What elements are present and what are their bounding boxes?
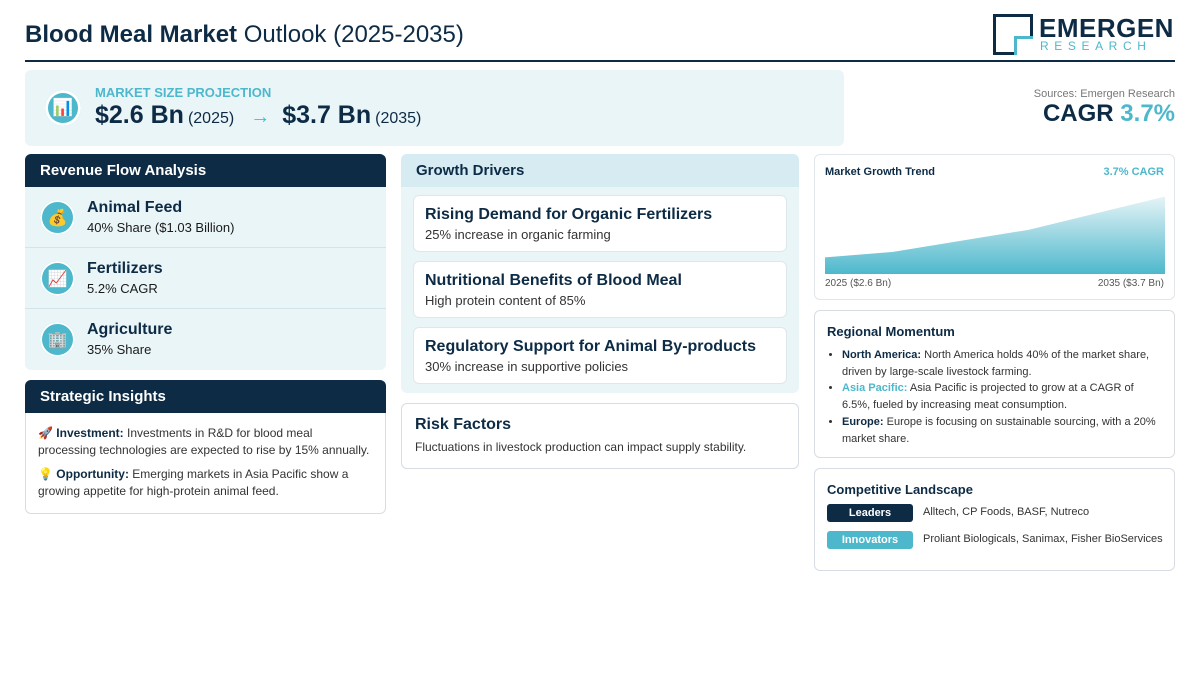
risk-factors-desc: Fluctuations in livestock production can… xyxy=(415,440,747,454)
sources-text: Sources: Emergen Research xyxy=(1033,88,1175,100)
cagr-label: CAGR xyxy=(1042,100,1114,127)
region-text: Europe is focusing on sustainable sourci… xyxy=(842,415,1156,445)
leaders-badge: Leaders xyxy=(827,504,913,522)
end-value: $3.7 Bn xyxy=(282,101,372,129)
trend-title: Market Growth Trend xyxy=(825,166,936,178)
region-name: Asia Pacific: xyxy=(842,382,908,395)
revenue-item: 💰 Animal Feed 40% Share ($1.03 Billion) xyxy=(25,187,386,248)
insight-label: Investment: xyxy=(56,426,124,440)
risk-factors-title: Risk Factors xyxy=(415,416,512,433)
cagr-summary: CAGR 3.7% xyxy=(1043,100,1175,128)
insight-text: Emerging markets in Asia Pacific show a … xyxy=(38,467,349,498)
region-item: Asia Pacific: Asia Pacific is projected … xyxy=(842,380,1164,413)
region-item: Europe: Europe is focusing on sustainabl… xyxy=(842,414,1164,447)
competitor-names: Alltech, CP Foods, BASF, Nutreco xyxy=(923,506,1090,518)
competitive-landscape-panel: Competitive Landscape Leaders Alltech, C… xyxy=(814,468,1175,571)
driver-desc: 25% increase in organic farming xyxy=(425,227,611,242)
revenue-flow-title: Revenue Flow Analysis xyxy=(25,154,386,187)
bar-chart-icon: 📊 xyxy=(45,90,81,126)
arrow-right-icon: → xyxy=(250,106,271,128)
start-year: (2025) xyxy=(187,110,235,127)
strategic-insights-title: Strategic Insights xyxy=(25,380,386,413)
projection-label: MARKET SIZE PROJECTION xyxy=(95,85,272,100)
region-item: North America: North America holds 40% o… xyxy=(842,347,1164,380)
trend-end-label: 2035 ($3.7 Bn) xyxy=(1097,278,1164,289)
driver-desc: High protein content of 85% xyxy=(425,293,586,308)
trend-start-label: 2025 ($2.6 Bn) xyxy=(825,278,892,289)
end-year: (2035) xyxy=(375,110,422,127)
revenue-item-desc: 5.2% CAGR xyxy=(87,281,158,296)
growth-drivers-title: Growth Drivers xyxy=(401,154,799,187)
region-text: Asia Pacific is projected to grow at a C… xyxy=(842,382,1134,412)
region-name: Europe: xyxy=(842,415,884,428)
trend-chart-icon: 📈 xyxy=(40,261,75,296)
region-name: North America: xyxy=(842,349,922,361)
logo-name: EMERGEN xyxy=(1039,13,1174,43)
page-title: Blood Meal Market Outlook (2025-2035) xyxy=(25,21,464,49)
trend-area-chart xyxy=(825,196,1165,274)
rocket-icon: 🚀 xyxy=(38,426,53,440)
revenue-flow-panel: Revenue Flow Analysis 💰 Animal Feed 40% … xyxy=(25,154,386,370)
building-icon: 🏢 xyxy=(40,322,75,357)
driver-card: Rising Demand for Organic Fertilizers 25… xyxy=(413,195,787,252)
revenue-item: 🏢 Agriculture 35% Share xyxy=(25,309,386,370)
insight-item: 💡 Opportunity: Emerging markets in Asia … xyxy=(26,466,385,500)
trend-cagr: 3.7% CAGR xyxy=(1103,166,1164,178)
driver-card: Regulatory Support for Animal By-product… xyxy=(413,327,787,384)
logo-mark-icon xyxy=(993,14,1033,55)
revenue-item-desc: 40% Share ($1.03 Billion) xyxy=(87,220,235,235)
cagr-value: 3.7% xyxy=(1120,100,1175,127)
region-text: North America holds 40% of the market sh… xyxy=(842,349,1150,378)
driver-desc: 30% increase in supportive policies xyxy=(425,359,629,374)
logo-subtitle: RESEARCH xyxy=(1040,39,1152,53)
trend-area xyxy=(825,196,1165,274)
driver-card: Nutritional Benefits of Blood Meal High … xyxy=(413,261,787,318)
risk-factors-panel: Risk Factors Fluctuations in livestock p… xyxy=(401,403,799,469)
driver-title: Nutritional Benefits of Blood Meal xyxy=(425,272,682,289)
page-title-bold: Blood Meal Market xyxy=(25,21,238,48)
market-growth-trend-panel: Market Growth Trend 3.7% CAGR 2025 ($2.6… xyxy=(814,154,1175,300)
emergen-logo: EMERGEN RESEARCH xyxy=(993,13,1173,56)
market-size-projection: 📊 MARKET SIZE PROJECTION $2.6 Bn (2025) → $… xyxy=(25,70,844,146)
driver-title: Rising Demand for Organic Fertilizers xyxy=(425,206,713,223)
revenue-item-name: Fertilizers xyxy=(87,260,163,277)
page-header: Blood Meal Market Outlook (2025-2035) EM… xyxy=(25,13,1175,62)
growth-drivers-panel: Growth Drivers Rising Demand for Organic… xyxy=(401,154,799,393)
projection-values: $2.6 Bn (2025) → $3.7 Bn (2035) xyxy=(95,101,421,130)
competitive-landscape-title: Competitive Landscape xyxy=(827,482,973,497)
money-bag-icon: 💰 xyxy=(40,200,75,235)
regional-momentum-title: Regional Momentum xyxy=(827,324,955,339)
insight-label: Opportunity: xyxy=(56,467,129,481)
page-title-rest: Outlook (2025-2035) xyxy=(243,21,464,48)
strategic-insights-panel: Strategic Insights 🚀 Investment: Investm… xyxy=(25,380,386,514)
revenue-item: 📈 Fertilizers 5.2% CAGR xyxy=(25,248,386,309)
revenue-item-name: Agriculture xyxy=(87,321,173,338)
start-value: $2.6 Bn xyxy=(95,101,184,129)
regional-list: North America: North America holds 40% o… xyxy=(842,347,1164,447)
lightbulb-icon: 💡 xyxy=(38,467,53,481)
revenue-item-name: Animal Feed xyxy=(87,199,183,216)
insight-item: 🚀 Investment: Investments in R&D for blo… xyxy=(26,425,385,459)
insight-text: Investments in R&D for blood meal proces… xyxy=(38,426,370,457)
innovators-badge: Innovators xyxy=(827,531,913,549)
competitor-names: Proliant Biologicals, Sanimax, Fisher Bi… xyxy=(923,533,1163,545)
driver-title: Regulatory Support for Animal By-product… xyxy=(425,338,756,355)
regional-momentum-panel: Regional Momentum North America: North A… xyxy=(814,310,1175,458)
revenue-item-desc: 35% Share xyxy=(87,342,152,357)
